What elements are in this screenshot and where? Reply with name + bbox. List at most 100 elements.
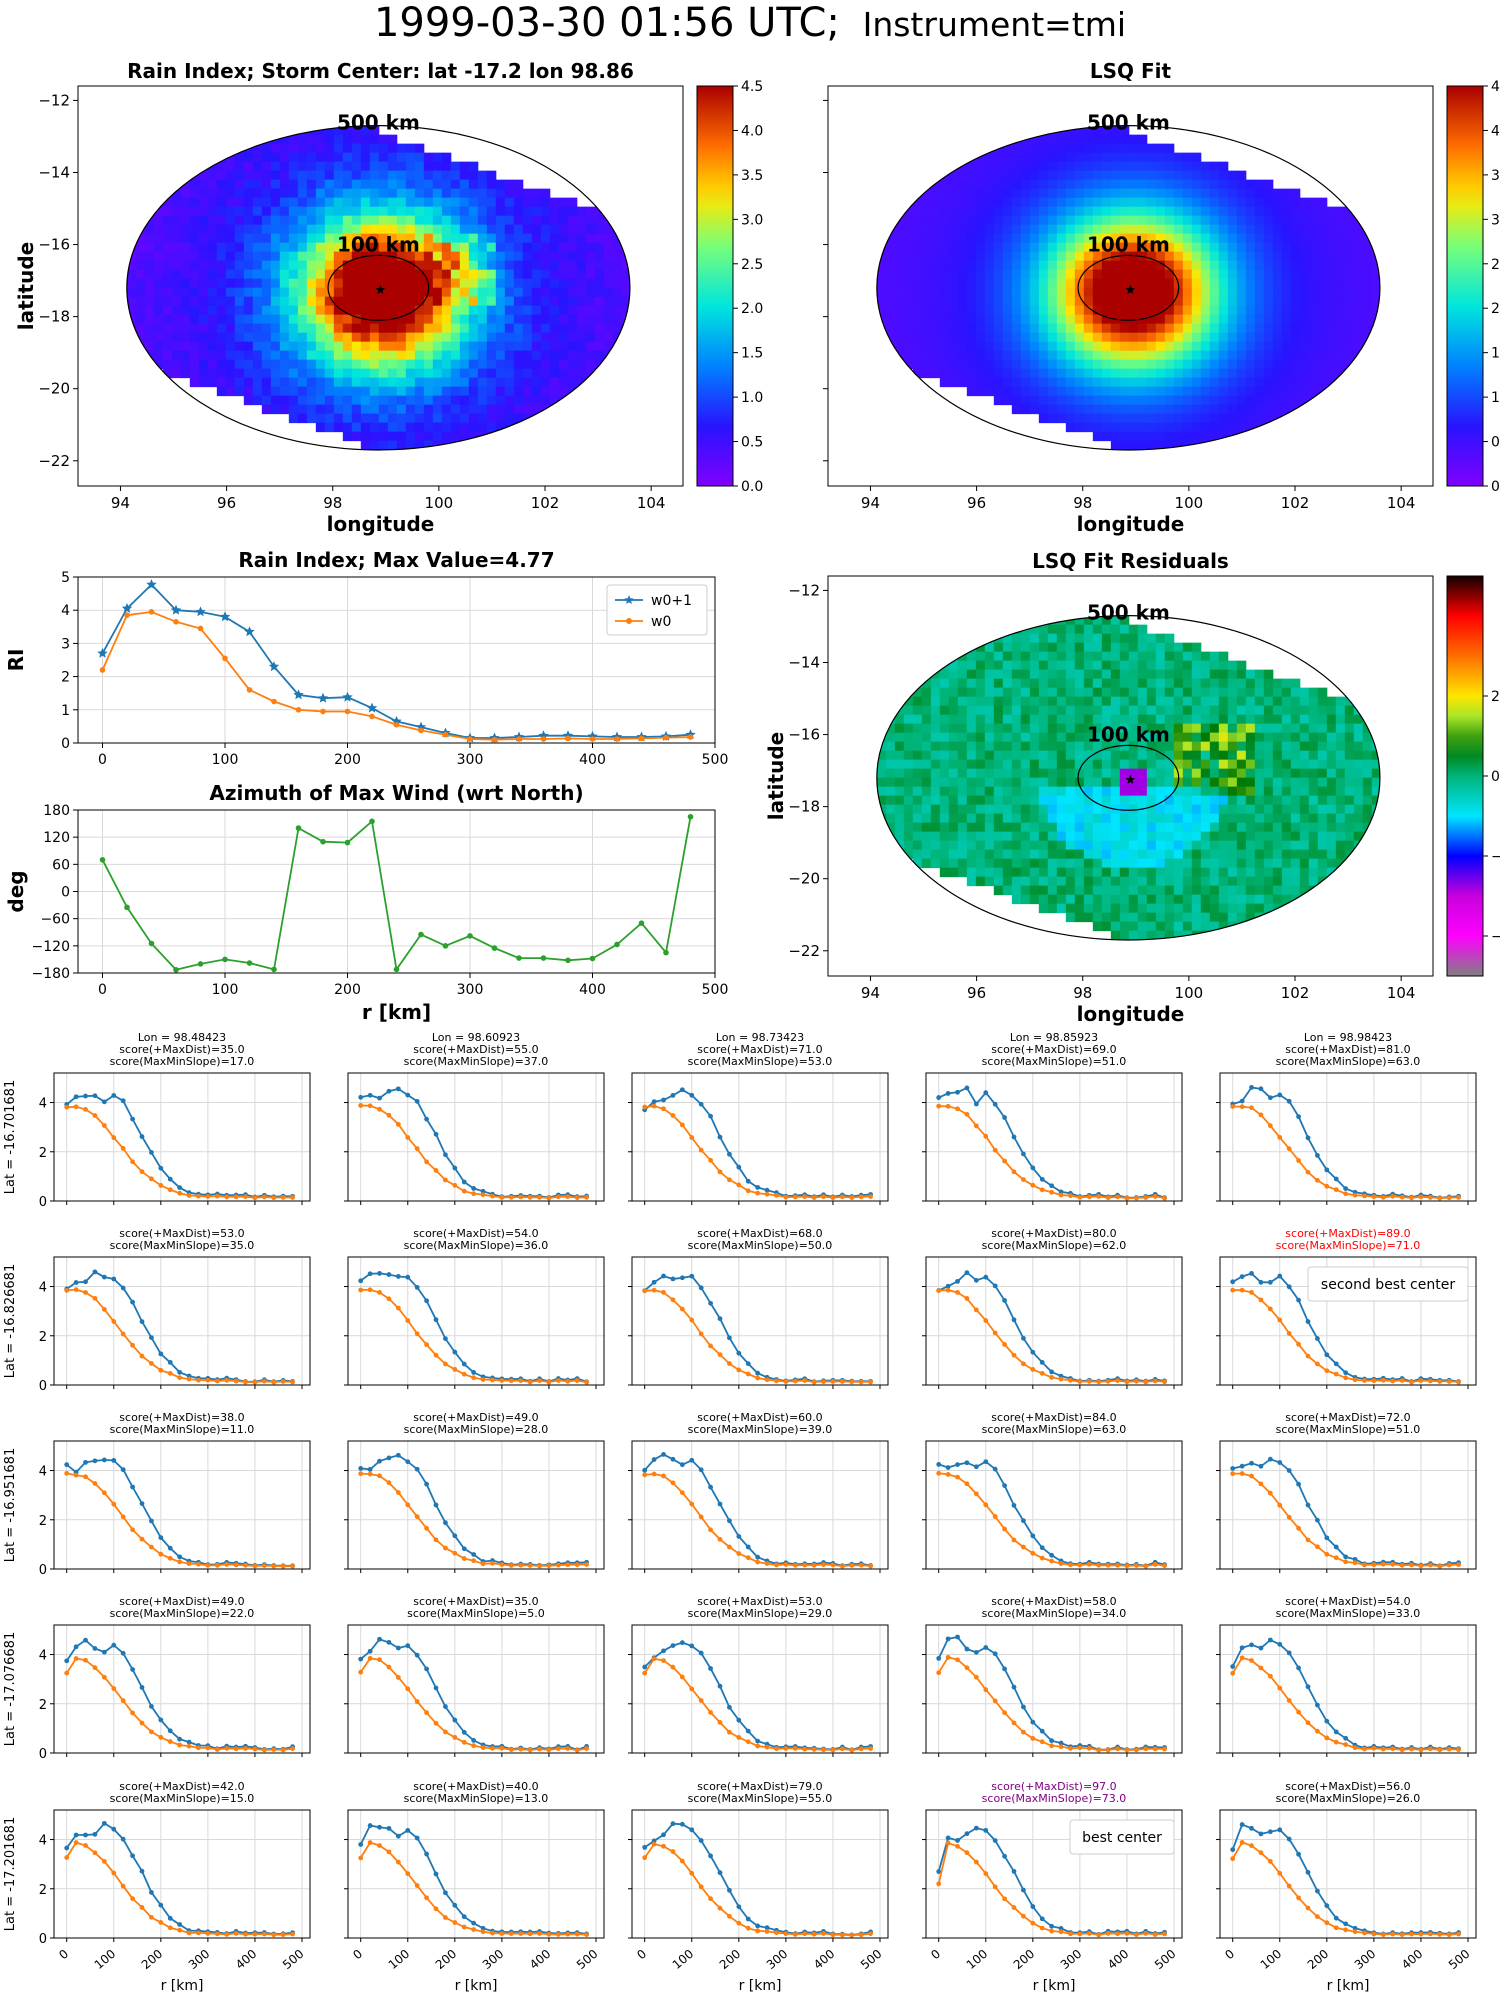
map-pixel	[921, 350, 932, 361]
map-pixel	[957, 377, 968, 388]
map-pixel	[1011, 732, 1022, 743]
map-pixel	[270, 332, 281, 343]
map-pixel	[1074, 732, 1085, 743]
map-pixel	[225, 287, 236, 298]
map-pixel	[270, 251, 281, 262]
map-pixel	[1083, 242, 1094, 253]
map-pixel	[1155, 170, 1166, 181]
map-pixel	[603, 305, 614, 316]
map-pixel	[1272, 404, 1283, 415]
map-pixel	[1065, 696, 1076, 707]
map-pixel	[1308, 251, 1319, 262]
map-pixel	[1110, 642, 1121, 653]
map-pixel	[180, 260, 191, 271]
map-pixel	[1002, 633, 1013, 644]
map-pixel	[360, 422, 371, 433]
map-pixel	[297, 386, 308, 397]
map-pixel	[522, 314, 533, 325]
map-pixel	[1200, 912, 1211, 923]
map-pixel	[957, 777, 968, 788]
map-pixel	[912, 224, 923, 235]
map-pixel	[1155, 233, 1166, 244]
map-pixel	[207, 368, 218, 379]
map-pixel	[333, 242, 344, 253]
map-pixel	[1218, 413, 1229, 424]
map-pixel	[351, 251, 362, 262]
map-pixel	[558, 422, 569, 433]
map-pixel	[1110, 849, 1121, 860]
map-pixel	[912, 831, 923, 842]
map-pixel	[513, 377, 524, 388]
map-pixel	[396, 377, 407, 388]
map-pixel	[1227, 341, 1238, 352]
map-pixel	[921, 314, 932, 325]
map-pixel	[423, 233, 434, 244]
map-pixel	[495, 287, 506, 298]
map-pixel	[966, 359, 977, 370]
map-pixel	[1272, 215, 1283, 226]
map-pixel	[1182, 741, 1193, 752]
map-pixel	[1083, 822, 1094, 833]
map-pixel	[1317, 251, 1328, 262]
map-pixel	[1209, 831, 1220, 842]
map-pixel	[1317, 296, 1328, 307]
map-pixel	[585, 233, 596, 244]
map-pixel	[1047, 395, 1058, 406]
map-pixel	[621, 296, 630, 307]
map-pixel	[1065, 750, 1076, 761]
map-pixel	[1254, 350, 1265, 361]
map-pixel	[966, 332, 977, 343]
map-pixel	[306, 269, 317, 280]
map-pixel	[405, 143, 416, 154]
map-pixel	[1200, 422, 1211, 433]
map-pixel	[243, 170, 254, 181]
map-pixel	[198, 341, 209, 352]
map-pixel	[1065, 804, 1076, 815]
colorbar-tick-label: 3.0	[741, 212, 763, 228]
map-pixel	[135, 206, 146, 217]
map-pixel	[180, 305, 191, 316]
map-pixel	[1218, 939, 1229, 940]
map-pixel	[876, 750, 887, 761]
map-pixel	[1065, 152, 1076, 163]
map-pixel	[957, 332, 968, 343]
map-pixel	[360, 206, 371, 217]
map-pixel	[432, 386, 443, 397]
map-pixel	[912, 368, 923, 379]
map-pixel	[1155, 269, 1166, 280]
map-pixel	[549, 278, 560, 289]
map-pixel	[885, 314, 896, 325]
map-pixel	[1173, 188, 1184, 199]
map-pixel	[993, 768, 1004, 779]
map-y-tick-label: −12	[38, 91, 70, 109]
map-pixel	[993, 323, 1004, 334]
map-pixel	[1164, 732, 1175, 743]
map-pixel	[966, 260, 977, 271]
map-pixel	[1200, 822, 1211, 833]
map-pixel	[1029, 777, 1040, 788]
map-pixel	[1218, 759, 1229, 770]
map-pixel	[993, 705, 1004, 716]
map-pixel	[315, 368, 326, 379]
map-pixel	[288, 332, 299, 343]
map-pixel	[948, 323, 959, 334]
map-pixel	[1029, 179, 1040, 190]
map-pixel	[876, 687, 887, 698]
map-pixel	[513, 242, 524, 253]
map-pixel	[1110, 876, 1121, 887]
map-pixel	[144, 206, 155, 217]
map-pixel	[351, 386, 362, 397]
map-pixel	[957, 206, 968, 217]
map-pixel	[876, 269, 887, 280]
map-pixel	[1056, 795, 1067, 806]
map-pixel	[966, 840, 977, 851]
map-pixel	[576, 449, 587, 450]
map-pixel	[1038, 633, 1049, 644]
map-pixel	[1299, 251, 1310, 262]
map-pixel	[333, 413, 344, 424]
map-pixel	[612, 305, 623, 316]
map-pixel	[495, 377, 506, 388]
map-pixel	[1128, 395, 1139, 406]
map-pixel	[1182, 813, 1193, 824]
